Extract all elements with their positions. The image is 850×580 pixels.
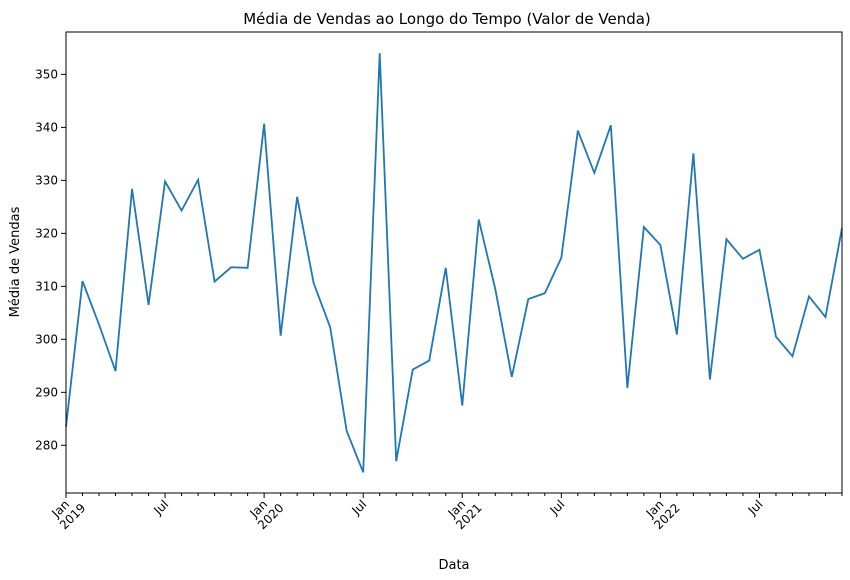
y-tick-label: 350 bbox=[35, 67, 58, 81]
data-point bbox=[346, 430, 348, 432]
data-point bbox=[725, 238, 727, 240]
data-points bbox=[65, 52, 843, 473]
y-tick-label: 340 bbox=[35, 120, 58, 134]
data-point bbox=[709, 379, 711, 381]
data-point bbox=[824, 316, 826, 318]
y-tick-label: 310 bbox=[35, 279, 58, 293]
data-point bbox=[808, 295, 810, 297]
data-point bbox=[593, 172, 595, 174]
sales-average-line bbox=[65, 53, 843, 473]
y-axis-label: Média de Vendas bbox=[8, 206, 23, 317]
data-point bbox=[445, 267, 447, 269]
y-tick-label: 280 bbox=[35, 438, 58, 452]
data-point bbox=[461, 405, 463, 407]
data-point bbox=[247, 267, 249, 269]
x-axis: Jan2019 Jul Jan2020 Jul Jan2021 Jul Jan2022 Jul bbox=[47, 491, 766, 532]
data-point bbox=[362, 471, 364, 473]
data-point bbox=[676, 334, 678, 336]
data-point bbox=[610, 124, 612, 126]
data-point bbox=[82, 280, 84, 282]
x-minor-ticks bbox=[82, 493, 843, 496]
data-point bbox=[428, 360, 430, 362]
data-point bbox=[263, 123, 265, 125]
x-tick-label: Jan2019 bbox=[47, 491, 88, 532]
data-point bbox=[148, 304, 150, 306]
data-point bbox=[329, 326, 331, 328]
data-point bbox=[742, 258, 744, 260]
data-point bbox=[395, 460, 397, 462]
data-point bbox=[181, 210, 183, 212]
data-point bbox=[379, 52, 381, 54]
y-tick-label: 300 bbox=[35, 332, 58, 346]
data-point bbox=[230, 266, 232, 268]
x-tick-label: Jan2022 bbox=[641, 491, 682, 532]
x-tick-label: Jan2021 bbox=[443, 491, 484, 532]
data-point bbox=[131, 188, 133, 190]
data-point bbox=[692, 152, 694, 154]
data-point bbox=[313, 282, 315, 284]
data-point bbox=[115, 370, 117, 372]
x-tick-label: Jul bbox=[745, 497, 766, 518]
x-tick-label: Jul bbox=[348, 497, 369, 518]
data-point bbox=[412, 369, 414, 371]
data-point bbox=[775, 336, 777, 338]
data-point bbox=[214, 281, 216, 283]
data-point bbox=[577, 130, 579, 132]
data-point bbox=[791, 355, 793, 357]
data-point bbox=[478, 219, 480, 221]
data-point bbox=[197, 179, 199, 181]
y-tick-label: 320 bbox=[35, 226, 58, 240]
data-point bbox=[511, 376, 513, 378]
data-point bbox=[560, 257, 562, 259]
data-point bbox=[626, 387, 628, 389]
data-point bbox=[164, 180, 166, 182]
x-axis-label: Data bbox=[438, 558, 469, 573]
y-axis: 280 290 300 310 320 330 340 350 bbox=[35, 67, 66, 452]
plot-frame bbox=[65, 31, 843, 494]
data-point bbox=[527, 298, 529, 300]
data-point bbox=[544, 292, 546, 294]
chart-title: Média de Vendas ao Longo do Tempo (Valor… bbox=[243, 10, 651, 28]
y-tick-label: 330 bbox=[35, 173, 58, 187]
x-tick-label: Jan2020 bbox=[245, 491, 286, 532]
x-tick-label: Jul bbox=[547, 497, 568, 518]
y-tick-label: 290 bbox=[35, 385, 58, 399]
data-point bbox=[758, 249, 760, 251]
data-point bbox=[296, 196, 298, 198]
x-tick-label: Jul bbox=[150, 497, 171, 518]
data-point bbox=[643, 226, 645, 228]
data-point bbox=[659, 244, 661, 246]
data-point bbox=[494, 288, 496, 290]
data-point bbox=[280, 335, 282, 337]
data-point bbox=[98, 323, 100, 325]
